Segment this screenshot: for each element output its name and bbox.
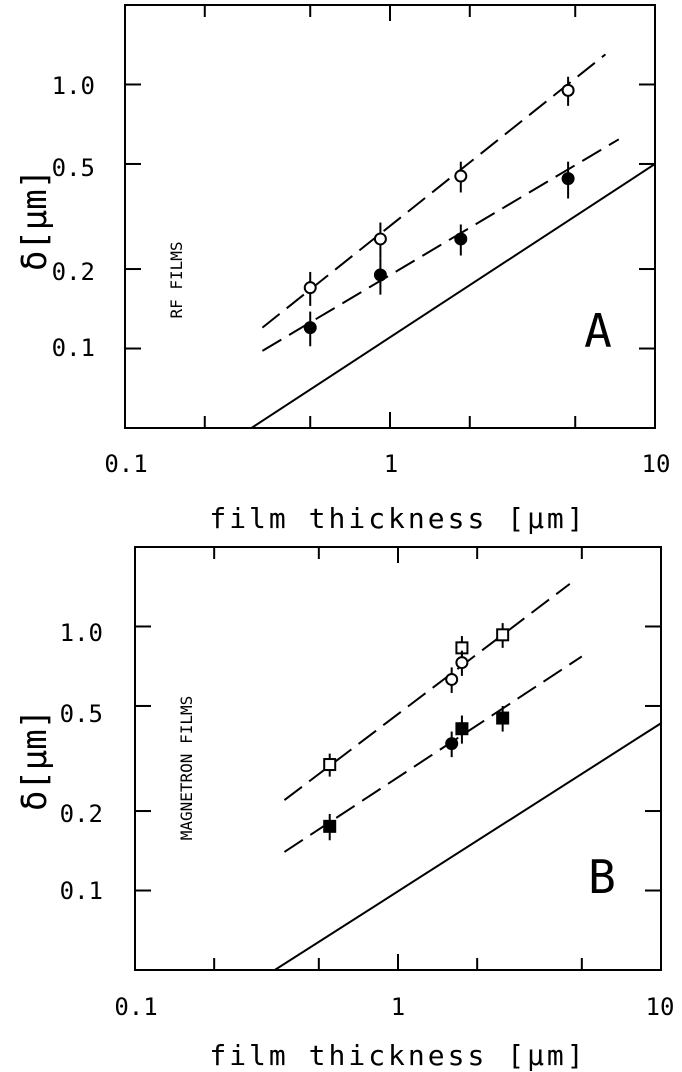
data-point bbox=[454, 169, 468, 183]
dashed-fit-line bbox=[283, 583, 571, 801]
solid-reference-line bbox=[250, 163, 655, 428]
y-tick-label: 1.0 bbox=[52, 72, 95, 100]
panel-side-label: MAGNETRON FILMS bbox=[177, 696, 196, 841]
data-point bbox=[455, 722, 469, 736]
plot-frame bbox=[134, 546, 662, 971]
y-tick-label: 0.5 bbox=[60, 700, 103, 728]
panel-letter: B bbox=[588, 850, 616, 904]
data-point bbox=[561, 83, 575, 97]
y-axis-label: δ[μm] bbox=[15, 169, 55, 271]
data-point bbox=[303, 321, 317, 335]
data-point bbox=[561, 172, 575, 186]
x-tick-label: 10 bbox=[642, 450, 671, 478]
y-tick-label: 0.5 bbox=[52, 154, 95, 182]
x-tick-label: 0.1 bbox=[104, 450, 147, 478]
plot-content bbox=[125, 5, 655, 428]
y-tick-label: 0.1 bbox=[60, 877, 103, 905]
data-point bbox=[454, 232, 468, 246]
x-tick-label: 0.1 bbox=[114, 993, 157, 1021]
data-point bbox=[373, 268, 387, 282]
panel-side-label: RF FILMS bbox=[167, 241, 186, 318]
panel-b: 1.0 0.5 0.2 0.1 0.1 1 10 film thickness … bbox=[15, 546, 674, 1072]
plot-content bbox=[135, 547, 661, 970]
x-tick-labels: 0.1 1 10 bbox=[104, 450, 670, 478]
x-axis-label: film thickness [μm] bbox=[209, 502, 586, 535]
y-tick-labels: 1.0 0.5 0.2 0.1 bbox=[52, 72, 95, 362]
data-point bbox=[496, 711, 510, 725]
data-point bbox=[323, 819, 337, 833]
y-axis-label: δ[μm] bbox=[15, 709, 55, 811]
y-tick-label: 0.2 bbox=[52, 258, 95, 286]
panel-letter: A bbox=[584, 304, 612, 358]
data-point bbox=[455, 656, 469, 670]
panel-a: 1.0 0.5 0.2 0.1 0.1 1 10 film thickness … bbox=[15, 4, 670, 535]
x-axis-label: film thickness [μm] bbox=[209, 1039, 586, 1072]
x-tick-label: 10 bbox=[646, 993, 675, 1021]
data-point bbox=[373, 232, 387, 246]
x-tick-labels: 0.1 1 10 bbox=[114, 993, 674, 1021]
data-point bbox=[303, 281, 317, 295]
data-point bbox=[323, 758, 337, 772]
y-tick-label: 0.1 bbox=[52, 334, 95, 362]
solid-reference-line bbox=[274, 722, 661, 970]
y-tick-labels: 1.0 0.5 0.2 0.1 bbox=[60, 619, 103, 905]
dashed-fit-line bbox=[283, 655, 583, 853]
x-tick-label: 1 bbox=[384, 450, 398, 478]
data-point bbox=[445, 737, 459, 751]
x-tick-label: 1 bbox=[391, 993, 405, 1021]
data-point bbox=[496, 628, 510, 642]
dashed-fit-line bbox=[261, 138, 620, 352]
y-tick-label: 1.0 bbox=[60, 619, 103, 647]
y-tick-label: 0.2 bbox=[60, 800, 103, 828]
dashed-fit-line bbox=[261, 53, 607, 329]
data-point bbox=[445, 672, 459, 686]
